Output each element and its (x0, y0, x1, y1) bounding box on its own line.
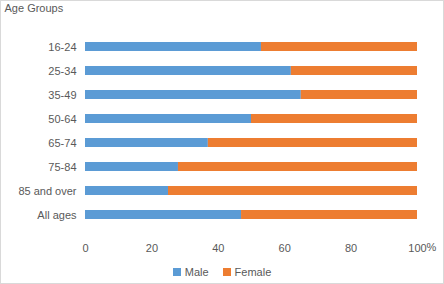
svg-text:25-34: 25-34 (48, 65, 76, 77)
svg-text:100: 100 (408, 242, 426, 254)
svg-text:Age Groups: Age Groups (5, 2, 64, 14)
html-text:Female: Female (234, 266, 272, 278)
svg-text:75-84: 75-84 (48, 161, 76, 173)
svg-text:20: 20 (146, 242, 158, 254)
svg-text:85 and over: 85 and over (18, 185, 76, 197)
svg-text:50-64: 50-64 (48, 113, 76, 125)
svg-text:35-49: 35-49 (48, 89, 76, 101)
svg-text:0: 0 (82, 242, 88, 254)
svg-text:60: 60 (279, 242, 291, 254)
svg-text:40: 40 (212, 242, 224, 254)
svg-text:%: % (427, 241, 437, 253)
svg-text:16-24: 16-24 (48, 41, 76, 53)
svg-text:65-74: 65-74 (48, 137, 76, 149)
html-text:Male: Male (184, 266, 209, 278)
svg-text:All ages: All ages (37, 209, 77, 221)
svg-text:80: 80 (345, 242, 357, 254)
